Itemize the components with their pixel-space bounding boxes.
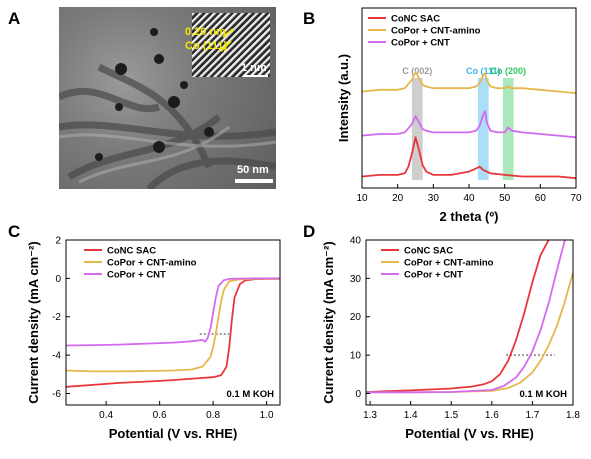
highlight-band xyxy=(411,78,423,180)
x-tick-label: 20 xyxy=(392,193,404,204)
electrolyte-annotation: 0.1 M KOH xyxy=(226,389,274,400)
x-axis-label: 2 theta (º) xyxy=(440,209,499,224)
x-axis-label: Potential (V vs. RHE) xyxy=(405,426,534,441)
x-tick-label: 60 xyxy=(535,193,547,204)
x-tick-label: 0.8 xyxy=(206,410,220,421)
y-tick-label: 10 xyxy=(350,351,362,362)
plot-frame xyxy=(365,239,574,406)
y-tick-label: 0 xyxy=(355,389,361,400)
y-tick-label: 30 xyxy=(350,274,362,285)
legend-label: CoPor + CNT-amino xyxy=(404,258,494,269)
x-tick-label: 0.4 xyxy=(99,410,113,421)
lattice-spacing-label: 0.20 nm xyxy=(185,26,226,38)
plot-frame xyxy=(65,239,281,406)
band-label: Co (111) xyxy=(466,66,501,76)
x-tick-label: 10 xyxy=(356,193,368,204)
series-line xyxy=(66,277,280,388)
x-tick-label: 0.6 xyxy=(153,410,167,421)
x-tick-label: 1.7 xyxy=(525,410,539,421)
series-line xyxy=(366,240,566,394)
x-tick-label: 30 xyxy=(428,193,440,204)
series-line xyxy=(362,110,576,139)
tem-micrograph: 0.20 nm Co (111) 1 nm 50 nm xyxy=(59,7,276,189)
series-line xyxy=(366,272,573,394)
xrd-chart: C (002) Co (111)Co (200) 10 20 30 40 50 60 70 2 t… xyxy=(336,7,582,224)
legend-label: CoPor + CNT-amino xyxy=(391,26,481,37)
inset-scale-label: 1 nm xyxy=(241,62,267,74)
panel-letter-a: A xyxy=(8,9,21,28)
legend-label: CoPor + CNT xyxy=(391,38,450,49)
x-tick-label: 1.0 xyxy=(260,410,274,421)
highlight-band xyxy=(477,78,489,180)
y-axis-label: Intensity (a.u.) xyxy=(336,54,351,142)
band-label: C (002) xyxy=(402,66,432,76)
oer-chart: 1.3 1.4 1.5 1.6 1.7 1.8 0 10 20 30 40 Potential (V … xyxy=(321,236,580,442)
series-line xyxy=(366,240,550,393)
y-tick-label: -2 xyxy=(52,312,61,323)
y-tick-label: 0 xyxy=(55,274,61,285)
x-tick-label: 50 xyxy=(499,193,511,204)
inset-scale-bar xyxy=(243,75,268,77)
y-tick-label: 2 xyxy=(55,236,61,247)
y-axis-label: Current density (mA cm⁻²) xyxy=(26,241,41,403)
panel-letter-c: C xyxy=(8,222,21,241)
main-scale-bar xyxy=(235,179,273,183)
x-tick-label: 70 xyxy=(570,193,582,204)
electrolyte-annotation: 0.1 M KOH xyxy=(519,389,567,400)
panel-letter-b: B xyxy=(303,9,316,28)
lattice-arrows xyxy=(220,28,234,52)
y-tick-label: 40 xyxy=(350,236,362,247)
x-tick-label: 40 xyxy=(463,193,475,204)
legend-label: CoNC SAC xyxy=(404,246,453,257)
tem-texture xyxy=(59,28,276,189)
series-line xyxy=(66,277,280,373)
x-axis-label: Potential (V vs. RHE) xyxy=(109,426,238,441)
hrtem-inset xyxy=(192,13,270,77)
band-label: Co (200) xyxy=(490,66,526,76)
x-tick-label: 1.6 xyxy=(485,410,499,421)
orr-chart: 0.4 0.6 0.8 1.0 2 0 -2 -4 -6 Potential (V vs. RHE… xyxy=(26,236,281,441)
x-tick-label: 1.8 xyxy=(566,410,580,421)
series-line xyxy=(362,136,576,180)
y-tick-label: -4 xyxy=(52,351,61,362)
legend-label: CoPor + CNT-amino xyxy=(107,258,197,269)
x-tick-label: 1.5 xyxy=(444,410,458,421)
lattice-plane-label: Co (111) xyxy=(185,40,228,52)
legend-label: CoNC SAC xyxy=(107,246,156,257)
panel-letter-d: D xyxy=(303,222,316,241)
y-axis-label: Current density (mA cm⁻²) xyxy=(321,241,336,403)
legend-label: CoPor + CNT xyxy=(107,270,166,281)
series-line xyxy=(66,277,280,347)
x-tick-label: 1.4 xyxy=(404,410,418,421)
y-tick-label: 20 xyxy=(350,312,362,323)
legend-label: CoPor + CNT xyxy=(404,270,463,281)
y-tick-label: -6 xyxy=(52,389,61,400)
x-tick-label: 1.3 xyxy=(363,410,377,421)
main-scale-label: 50 nm xyxy=(237,164,269,176)
series-line xyxy=(362,70,576,94)
legend-label: CoNC SAC xyxy=(391,14,440,25)
